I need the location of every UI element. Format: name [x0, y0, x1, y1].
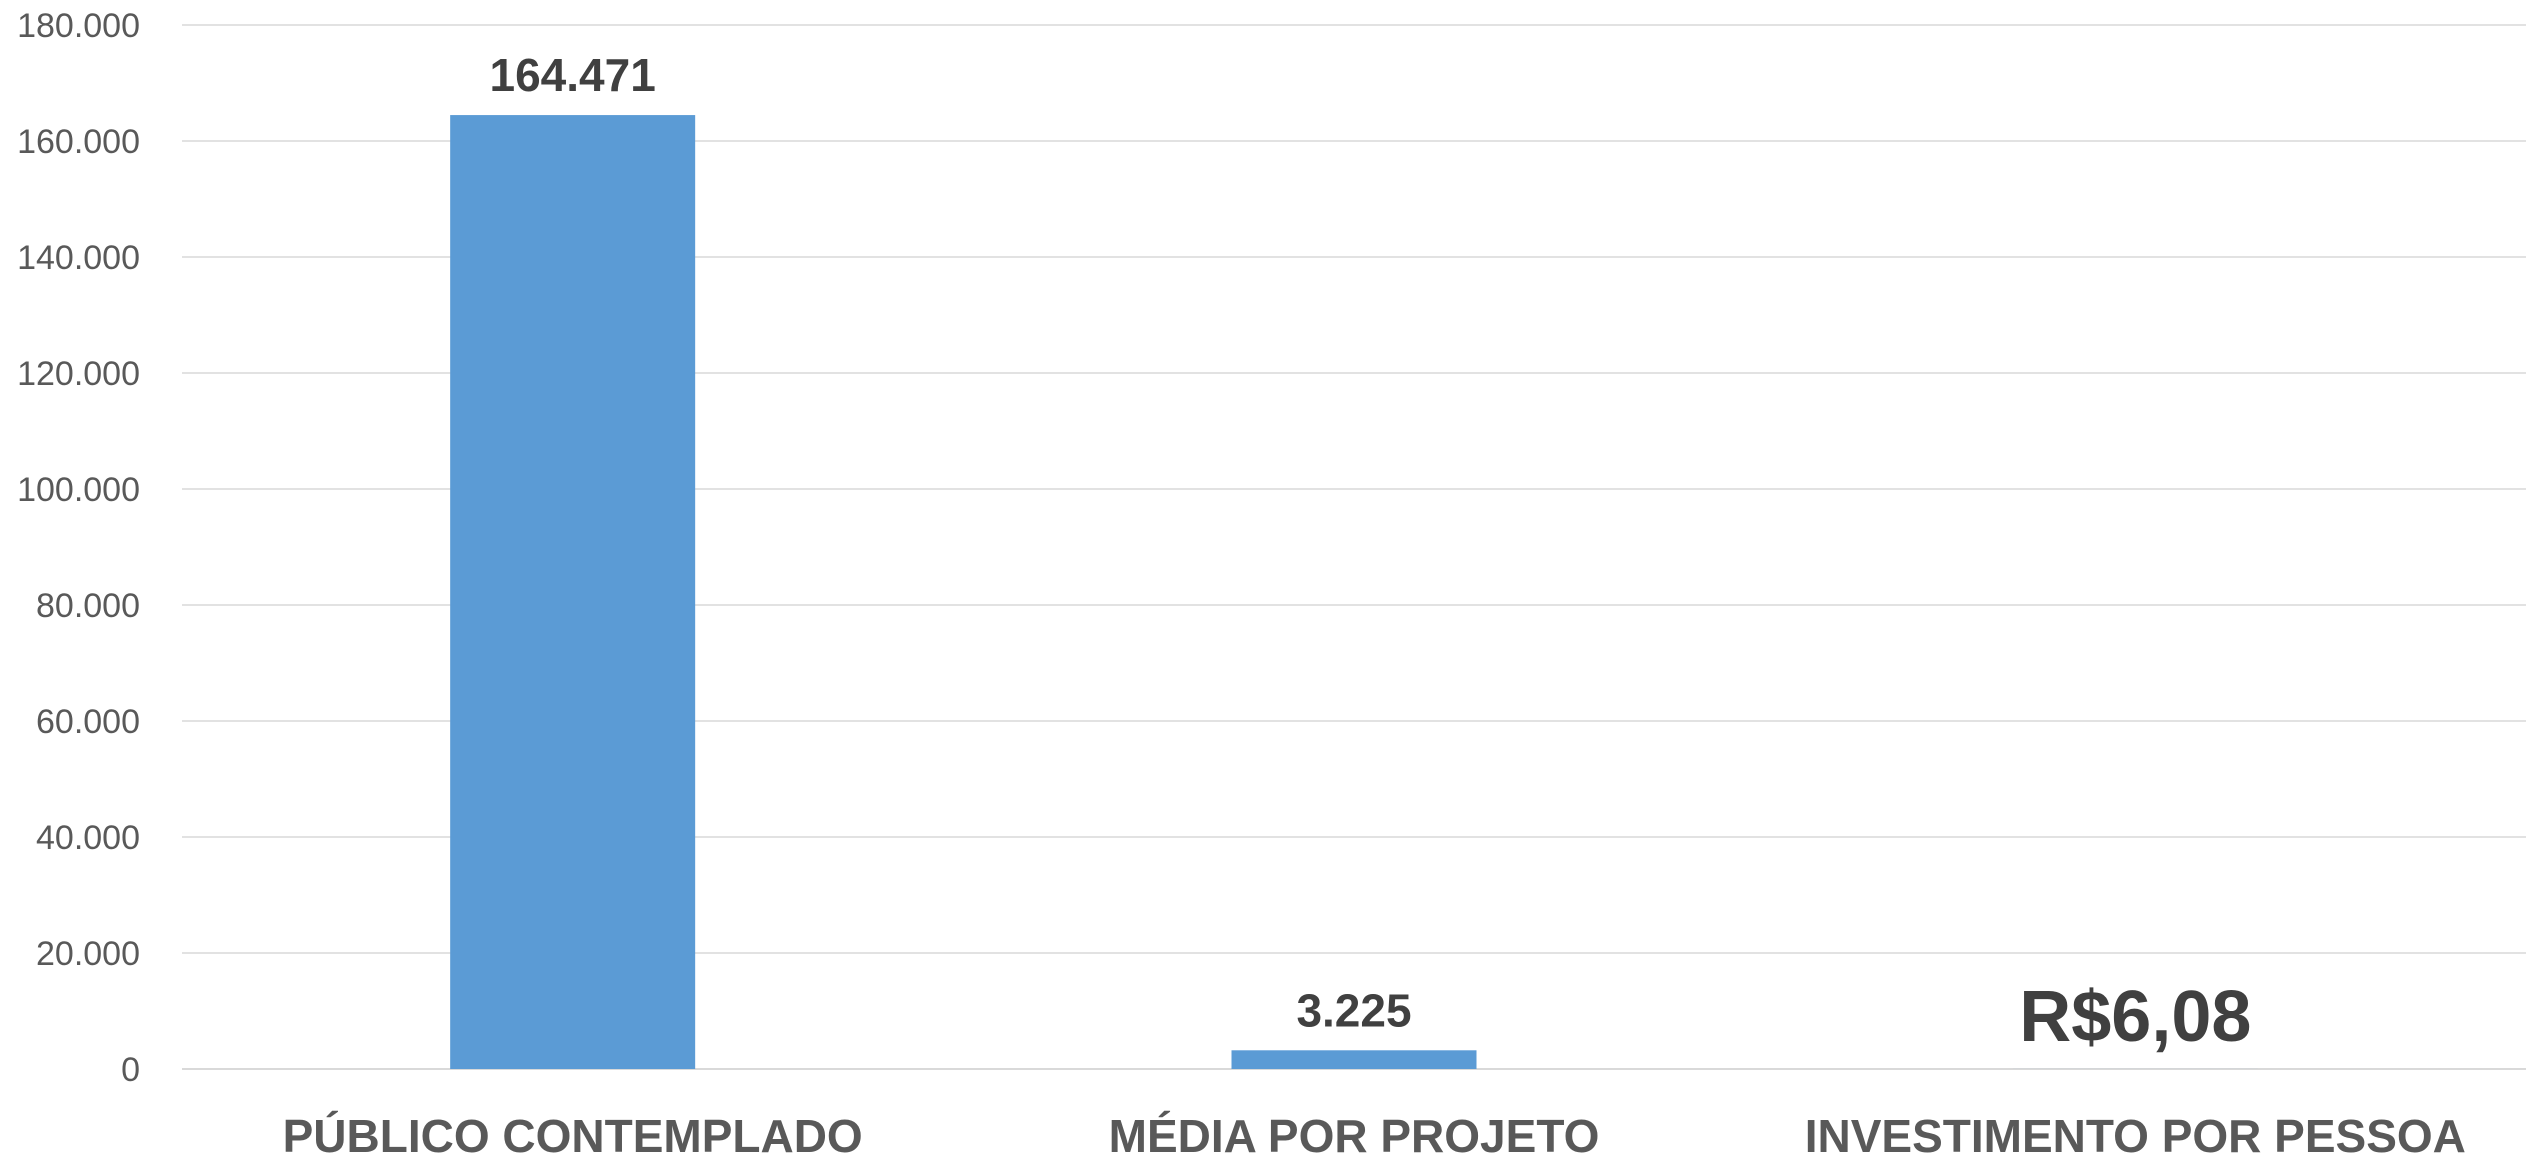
y-tick-label: 180.000	[17, 7, 140, 45]
category-label: PÚBLICO CONTEMPLADO	[283, 1110, 863, 1158]
bar-value-label: 164.471	[490, 49, 656, 101]
y-tick-label: 40.000	[36, 819, 140, 857]
bar-value-label: R$6,08	[2019, 977, 2251, 1057]
y-axis-ticks: 0 20.000 40.000 60.000 80.000 100.000 120.000 1…	[17, 7, 140, 1089]
y-tick-label: 120.000	[17, 355, 140, 393]
y-tick-label: 20.000	[36, 935, 140, 973]
bar	[450, 115, 696, 1070]
bars	[450, 115, 2258, 1070]
y-tick-label: 160.000	[17, 123, 140, 161]
y-tick-label: 80.000	[36, 587, 140, 625]
x-axis-categories: PÚBLICO CONTEMPLADO MÉDIA POR PROJETO INVE…	[283, 1110, 2466, 1158]
bar	[1231, 1050, 1477, 1069]
y-tick-label: 60.000	[36, 703, 140, 741]
data-labels: 164.471 3.225 R$6,08	[490, 49, 2252, 1057]
category-label: MÉDIA POR PROJETO	[1109, 1110, 1600, 1158]
y-tick-label: 100.000	[17, 471, 140, 509]
bar-value-label: 3.225	[1296, 984, 1411, 1036]
y-tick-label: 140.000	[17, 239, 140, 277]
category-label: INVESTIMENTO POR PESSOA	[1805, 1110, 2466, 1158]
y-tick-label: 0	[121, 1051, 140, 1089]
